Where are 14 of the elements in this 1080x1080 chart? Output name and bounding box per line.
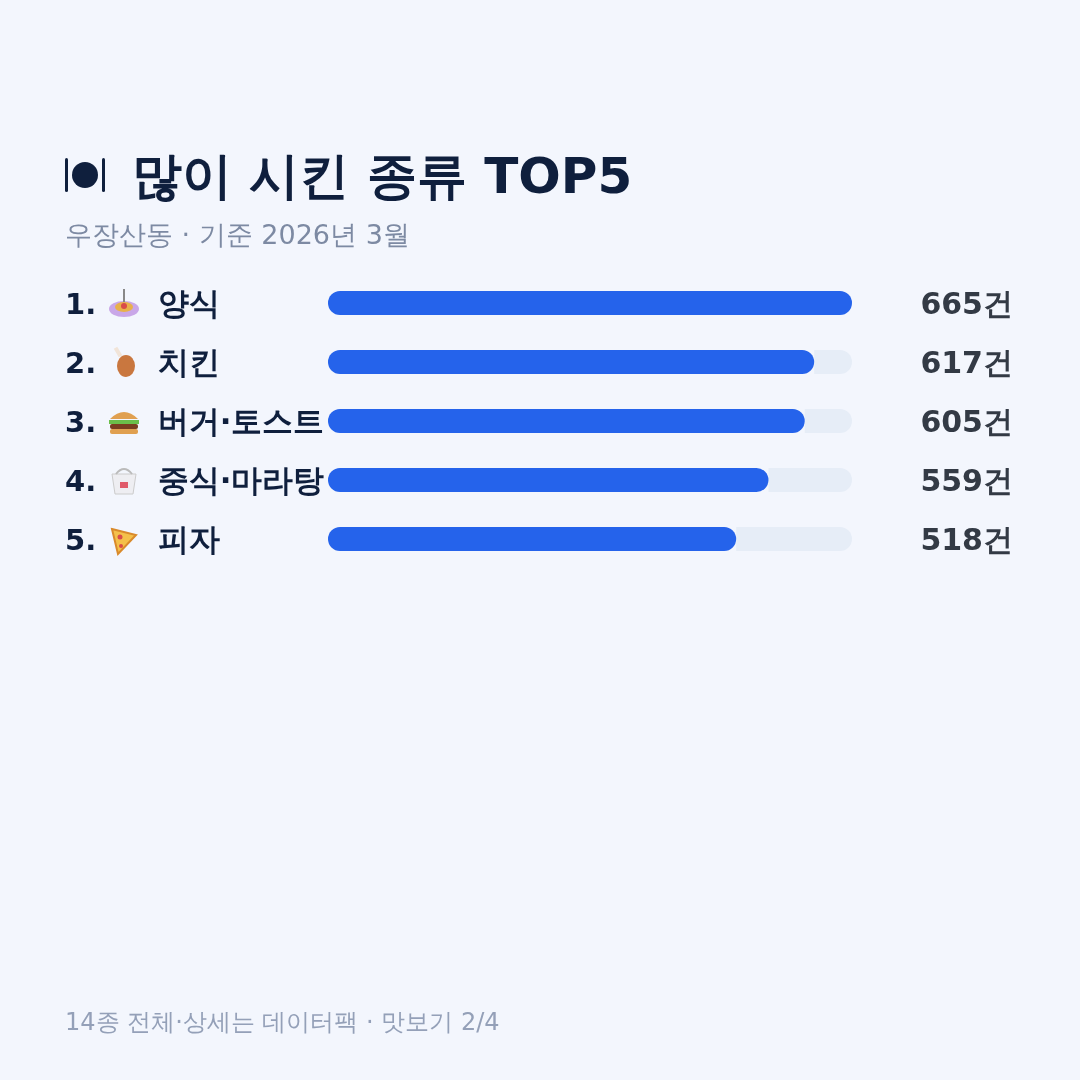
category-label: 3. 버거·토스트	[65, 403, 325, 439]
bar	[328, 291, 852, 315]
category-label: 5. 피자	[65, 521, 220, 557]
category-label: 1. 양식	[65, 285, 220, 321]
category-label: 4. 중식·마라탕	[65, 462, 325, 498]
data-label: 605건	[920, 404, 1013, 439]
chart-title: 많이 시킨 종류 TOP5	[132, 147, 633, 205]
text: 14종 전체·상세는 데이터팩 · 맛보기 2/4	[65, 1008, 500, 1036]
data-label: 665건	[920, 286, 1013, 321]
data-label: 518건	[920, 522, 1013, 557]
category-label: 2. 치킨	[65, 344, 220, 380]
data-label: 617건	[920, 345, 1013, 380]
chart-subtitle: 우장산동 · 기준 2026년 3월	[65, 219, 410, 250]
data-label: 559건	[920, 463, 1013, 498]
